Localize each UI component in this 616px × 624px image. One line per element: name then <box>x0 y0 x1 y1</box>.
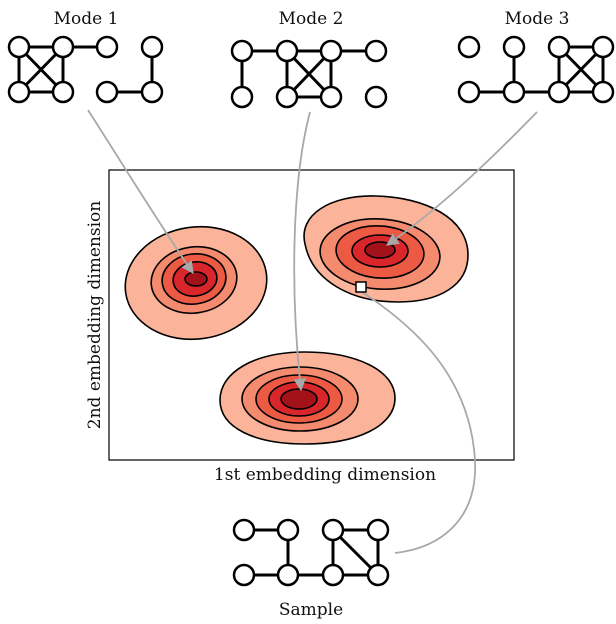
graph-node <box>591 80 615 104</box>
graph-node <box>366 563 390 587</box>
graph-node <box>502 80 526 104</box>
mode-1-graph <box>7 35 164 104</box>
y-axis-label: 2nd embedding dimension <box>85 201 105 429</box>
graph-node <box>364 85 388 109</box>
mode-1-title: Mode 1 <box>54 9 119 29</box>
graph-node <box>366 518 390 542</box>
embedding-plot-frame <box>108 169 515 461</box>
graph-node <box>275 39 299 63</box>
sample-label: Sample <box>279 600 343 620</box>
mode-3-title: Mode 3 <box>505 9 570 29</box>
mode-3-graph <box>457 35 615 104</box>
density-cluster-mode-1 <box>124 225 268 341</box>
graph-node <box>51 35 75 59</box>
graph-node <box>7 35 31 59</box>
mode-1-arrow <box>87 109 194 275</box>
mode-2-title: Mode 2 <box>279 9 344 29</box>
mode-3-arrow <box>385 111 538 246</box>
sample-connector <box>361 291 476 554</box>
contour-level-5 <box>280 388 318 410</box>
graph-node <box>232 518 256 542</box>
sample-marker <box>355 281 367 293</box>
graph-node <box>7 80 31 104</box>
graph-node <box>95 80 119 104</box>
graph-node <box>457 80 481 104</box>
mode-2-graph <box>230 39 388 109</box>
mode-2-arrow <box>293 111 311 392</box>
graph-node <box>230 39 254 63</box>
contour-level-5 <box>364 241 396 259</box>
graph-node <box>276 518 300 542</box>
graph-node <box>230 85 254 109</box>
graph-node <box>140 80 164 104</box>
contour-level-5 <box>184 271 208 287</box>
density-cluster-mode-3 <box>303 195 469 303</box>
graph-node <box>547 35 571 59</box>
graph-node <box>457 35 481 59</box>
graph-node <box>95 35 119 59</box>
graph-node <box>276 563 300 587</box>
graph-node <box>319 85 343 109</box>
x-axis-label: 1st embedding dimension <box>214 465 436 485</box>
graph-node <box>275 85 299 109</box>
graph-node <box>140 35 164 59</box>
graph-node <box>232 563 256 587</box>
sample-graph <box>232 518 390 587</box>
density-cluster-mode-2 <box>219 351 396 445</box>
graph-node <box>321 518 345 542</box>
graph-node <box>319 39 343 63</box>
graph-node <box>502 35 526 59</box>
graph-node <box>547 80 571 104</box>
graph-node <box>321 563 345 587</box>
graph-node <box>51 80 75 104</box>
graph-node <box>364 39 388 63</box>
graph-node <box>591 35 615 59</box>
